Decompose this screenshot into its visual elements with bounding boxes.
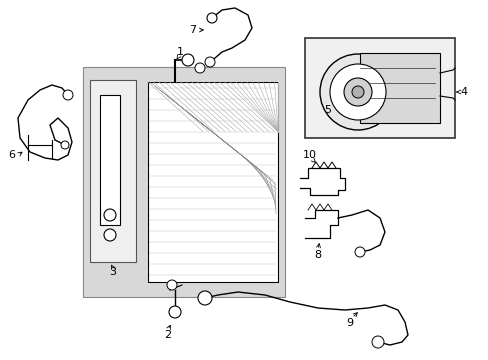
Text: 1: 1 — [176, 47, 183, 57]
Text: 4: 4 — [460, 87, 467, 97]
Circle shape — [195, 63, 204, 73]
Bar — [90, 80, 136, 262]
Text: 10: 10 — [303, 150, 316, 160]
Text: 9: 9 — [346, 318, 353, 328]
Circle shape — [351, 86, 363, 98]
Text: 3: 3 — [109, 267, 116, 277]
Circle shape — [354, 247, 364, 257]
Bar — [100, 95, 120, 225]
Circle shape — [198, 291, 212, 305]
Circle shape — [329, 64, 385, 120]
Polygon shape — [148, 82, 278, 282]
Circle shape — [182, 54, 194, 66]
Circle shape — [104, 209, 116, 221]
Circle shape — [167, 280, 177, 290]
Bar — [359, 53, 439, 123]
Circle shape — [204, 57, 215, 67]
Circle shape — [61, 141, 69, 149]
Text: 8: 8 — [314, 250, 321, 260]
Text: 6: 6 — [8, 150, 16, 160]
Bar — [83, 67, 285, 297]
Circle shape — [319, 54, 395, 130]
Circle shape — [206, 13, 217, 23]
Circle shape — [104, 229, 116, 241]
Text: 5: 5 — [324, 105, 331, 115]
Bar — [305, 38, 454, 138]
Circle shape — [371, 336, 383, 348]
Circle shape — [343, 78, 371, 106]
Circle shape — [169, 306, 181, 318]
Text: 7: 7 — [189, 25, 196, 35]
Text: 2: 2 — [164, 330, 171, 340]
Circle shape — [63, 90, 73, 100]
